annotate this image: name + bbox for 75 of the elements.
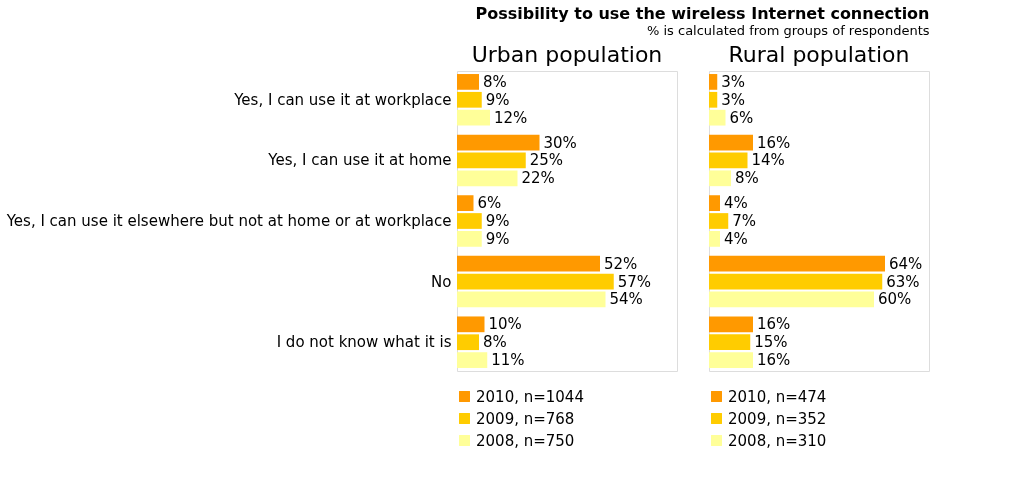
- data-label: 16%: [757, 351, 791, 370]
- data-label: 16%: [757, 315, 791, 334]
- bar: [709, 152, 748, 169]
- data-label: 16%: [757, 133, 791, 152]
- data-label: 12%: [494, 108, 528, 127]
- y-tick-label: Yes, I can use it at home: [267, 151, 452, 170]
- bar: [457, 109, 490, 126]
- text: Possibility to use the wireless Internet connection: [475, 3, 930, 23]
- data-label: 14%: [751, 151, 785, 170]
- data-label: 8%: [483, 333, 507, 352]
- bar: [457, 170, 518, 187]
- bar: [709, 291, 874, 308]
- bar: [457, 152, 526, 169]
- y-tick-label: No: [431, 272, 452, 291]
- bar: [457, 195, 474, 211]
- data-label: 54%: [609, 290, 643, 309]
- data-label: 8%: [483, 72, 507, 91]
- legend-label: 2009, n=352: [728, 409, 827, 428]
- bar: [457, 291, 606, 308]
- data-label: 22%: [521, 169, 555, 188]
- bar: [709, 195, 720, 211]
- y-tick-label: Yes, I can use it at workplace: [233, 90, 452, 109]
- bar: [457, 316, 485, 333]
- bar: [709, 170, 731, 187]
- bar: [709, 91, 718, 108]
- data-label: 8%: [735, 169, 759, 188]
- data-label: 6%: [477, 194, 502, 213]
- bar: [709, 134, 753, 151]
- data-label: 11%: [491, 351, 525, 370]
- bar: [709, 352, 753, 368]
- y-tick-label: Yes, I can use it elsewhere but not at home or at workplace: [5, 212, 452, 230]
- data-label: 15%: [754, 333, 788, 352]
- text: % is calculated from groups of respondents: [646, 22, 930, 38]
- data-label: 57%: [617, 272, 652, 291]
- bar: [457, 231, 482, 247]
- bar: [709, 316, 753, 333]
- data-label: 30%: [543, 133, 577, 152]
- data-label: 6%: [729, 108, 754, 127]
- bar: [457, 352, 488, 368]
- data-label: 3%: [721, 90, 746, 109]
- bar: [457, 273, 614, 290]
- data-label: 25%: [529, 151, 564, 170]
- bar: [457, 334, 479, 351]
- bar: [709, 231, 720, 247]
- bar: [709, 213, 729, 229]
- data-label: 64%: [889, 254, 923, 273]
- bar: [457, 134, 540, 151]
- data-label: 9%: [485, 229, 510, 248]
- chart-title: Urban population: [471, 42, 663, 67]
- data-label: 7%: [732, 212, 757, 230]
- chart-title: Rural population: [728, 42, 910, 67]
- data-label: 9%: [485, 212, 510, 230]
- data-label: 52%: [604, 254, 638, 273]
- bar: [457, 213, 482, 229]
- bar: [457, 74, 479, 90]
- data-label: 10%: [488, 315, 522, 334]
- legend-label: 2008, n=310: [728, 431, 827, 450]
- legend-label: 2010, n=1044: [476, 387, 584, 406]
- data-label: 63%: [886, 272, 920, 291]
- bar: [457, 91, 482, 108]
- bar: [709, 74, 718, 90]
- y-tick-label: I do not know what it is: [276, 333, 452, 352]
- bar: [709, 334, 751, 351]
- legend-label: 2008, n=750: [476, 431, 575, 450]
- legend-label: 2009, n=768: [476, 409, 575, 428]
- data-label: 9%: [485, 90, 510, 109]
- data-label: 4%: [724, 229, 748, 248]
- data-label: 4%: [724, 194, 748, 213]
- bar: [709, 109, 726, 126]
- data-label: 60%: [878, 290, 912, 309]
- bar: [457, 255, 600, 272]
- data-label: 3%: [721, 72, 746, 91]
- bar: [709, 255, 885, 272]
- legend-label: 2010, n=474: [728, 387, 827, 406]
- bar: [709, 273, 883, 290]
